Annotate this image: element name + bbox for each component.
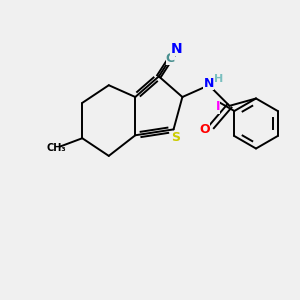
Text: S: S — [171, 131, 180, 144]
Text: C: C — [166, 52, 175, 65]
Text: H: H — [214, 74, 223, 84]
Text: O: O — [199, 123, 210, 136]
Text: I: I — [215, 100, 220, 113]
Text: N: N — [204, 77, 214, 90]
Text: CH₃: CH₃ — [47, 143, 67, 153]
Text: N: N — [171, 42, 183, 56]
